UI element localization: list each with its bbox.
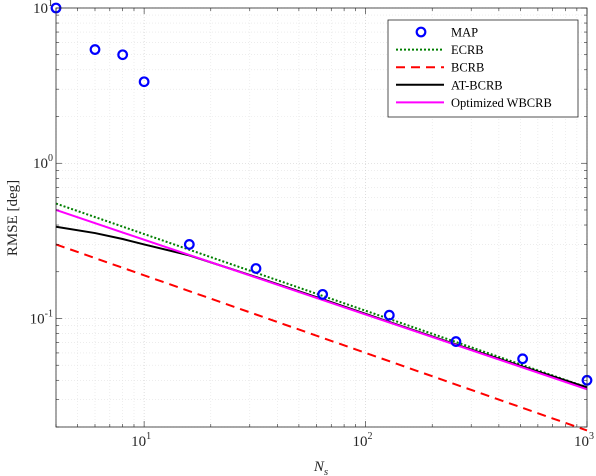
x-tick-base: 10 bbox=[353, 434, 368, 450]
y-tick-label: 101 bbox=[33, 0, 53, 17]
series-layer bbox=[50, 2, 593, 432]
x-axis-label-main: N bbox=[313, 459, 325, 475]
x-tick-exponent: 2 bbox=[368, 431, 373, 442]
legend-label-bcrb: BCRB bbox=[451, 61, 484, 75]
map-point bbox=[317, 288, 329, 300]
y-tick-exponent: -1 bbox=[45, 308, 53, 319]
y-tick-base: 10 bbox=[30, 311, 45, 327]
map-point bbox=[383, 309, 395, 321]
x-tick-label: 102 bbox=[353, 431, 373, 450]
legend-label-at-bcrb: AT-BCRB bbox=[451, 78, 503, 92]
map-point bbox=[250, 263, 262, 274]
ecrb-line bbox=[55, 202, 588, 389]
y-tick-base: 10 bbox=[33, 156, 48, 172]
map-point bbox=[517, 353, 529, 365]
x-tick-exponent: 3 bbox=[589, 431, 594, 442]
tick-marks bbox=[55, 7, 588, 428]
x-tick-label: 101 bbox=[131, 431, 151, 450]
plot-frame bbox=[55, 7, 588, 428]
legend-label-ecrb: ECRB bbox=[451, 43, 484, 57]
y-tick-exponent: 1 bbox=[48, 0, 53, 9]
y-tick-label: 10-1 bbox=[30, 308, 53, 327]
x-axis-label-sub: s bbox=[324, 466, 328, 476]
map-point bbox=[183, 239, 195, 250]
map-point bbox=[450, 336, 462, 347]
y-tick-label: 100 bbox=[33, 153, 53, 172]
y-axis-label: RMSE [deg] bbox=[5, 180, 21, 256]
legend: MAP ECRB BCRB AT-BCRB Optimized WBCRB bbox=[387, 19, 579, 118]
x-tick-base: 10 bbox=[574, 434, 589, 450]
x-tick-exponent: 1 bbox=[146, 431, 151, 442]
x-tick-label: 103 bbox=[574, 431, 594, 450]
map-point bbox=[117, 49, 129, 61]
y-tick-base: 10 bbox=[33, 1, 48, 17]
x-tick-base: 10 bbox=[131, 434, 146, 450]
y-tick-exponent: 0 bbox=[48, 153, 53, 164]
legend-label-optimized-wbcrb: Optimized WBCRB bbox=[451, 96, 552, 110]
x-axis-label: Ns bbox=[313, 459, 328, 476]
x-tick-labels: 101 102 103 bbox=[131, 431, 594, 450]
legend-label-map: MAP bbox=[451, 26, 478, 40]
legend-marker-map bbox=[415, 26, 427, 38]
map-point bbox=[138, 76, 150, 88]
map-point bbox=[89, 44, 101, 55]
bcrb-line bbox=[55, 243, 588, 432]
